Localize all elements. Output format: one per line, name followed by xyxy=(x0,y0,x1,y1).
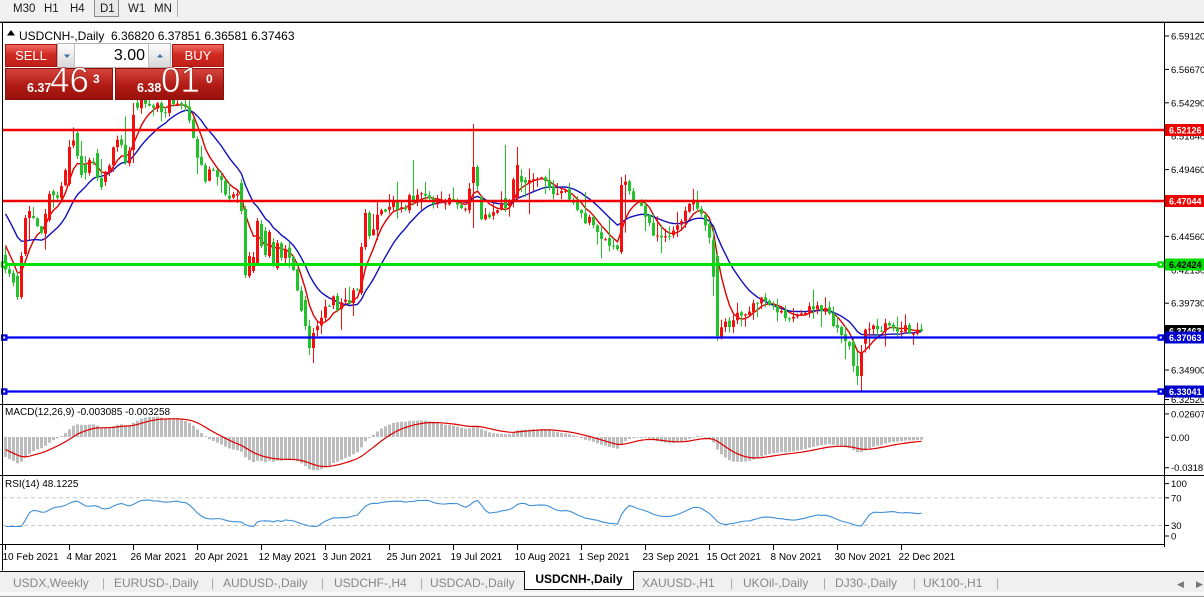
svg-text:15 Oct 2021: 15 Oct 2021 xyxy=(707,552,762,563)
svg-text:MACD(12,26,9) -0.003085 -0.003: MACD(12,26,9) -0.003085 -0.003258 xyxy=(5,407,171,418)
svg-text:19 Jul 2021: 19 Jul 2021 xyxy=(451,552,503,563)
svg-text:6.42130: 6.42130 xyxy=(1171,265,1204,276)
svg-text:30 Nov 2021: 30 Nov 2021 xyxy=(835,552,892,563)
svg-text:4 Mar 2021: 4 Mar 2021 xyxy=(67,552,118,563)
svg-text:USDCNH-,Daily 6.36820 6.37851: USDCNH-,Daily 6.36820 6.37851 6.36581 6.… xyxy=(19,29,295,43)
svg-text:0.00: 0.00 xyxy=(1171,433,1190,444)
svg-text:6.59120: 6.59120 xyxy=(1171,32,1204,43)
svg-text:10 Feb 2021: 10 Feb 2021 xyxy=(3,552,60,563)
svg-text:22 Dec 2021: 22 Dec 2021 xyxy=(899,552,956,563)
svg-text:30: 30 xyxy=(1171,521,1182,532)
svg-text:12 May 2021: 12 May 2021 xyxy=(259,552,317,563)
svg-text:6.33041: 6.33041 xyxy=(1169,387,1202,397)
svg-text:6.37063: 6.37063 xyxy=(1169,333,1202,343)
svg-text:26 Mar 2021: 26 Mar 2021 xyxy=(131,552,188,563)
svg-text:6.44560: 6.44560 xyxy=(1171,232,1204,243)
svg-text:RSI(14) 48.1225: RSI(14) 48.1225 xyxy=(5,479,79,490)
svg-text:25 Jun 2021: 25 Jun 2021 xyxy=(387,552,442,563)
svg-text:6.39730: 6.39730 xyxy=(1171,299,1204,310)
svg-text:6.42424: 6.42424 xyxy=(1169,260,1202,270)
svg-text:10 Aug 2021: 10 Aug 2021 xyxy=(515,552,572,563)
svg-text:20 Apr 2021: 20 Apr 2021 xyxy=(195,552,249,563)
svg-text:6.56670: 6.56670 xyxy=(1171,65,1204,76)
svg-text:6.49460: 6.49460 xyxy=(1171,165,1204,176)
svg-text:6.34900: 6.34900 xyxy=(1171,366,1204,377)
svg-text:23 Sep 2021: 23 Sep 2021 xyxy=(643,552,700,563)
svg-text:-0.03187: -0.03187 xyxy=(1171,463,1204,474)
svg-text:6.32520: 6.32520 xyxy=(1171,395,1204,406)
svg-text:100: 100 xyxy=(1171,479,1187,490)
svg-text:70: 70 xyxy=(1171,493,1182,504)
svg-text:6.51840: 6.51840 xyxy=(1171,132,1204,143)
svg-text:1 Sep 2021: 1 Sep 2021 xyxy=(579,552,631,563)
svg-text:0.02607: 0.02607 xyxy=(1171,409,1204,420)
svg-text:3 Jun 2021: 3 Jun 2021 xyxy=(323,552,373,563)
svg-text:6.52126: 6.52126 xyxy=(1169,126,1202,136)
svg-text:6.47044: 6.47044 xyxy=(1169,197,1202,207)
svg-text:6.54290: 6.54290 xyxy=(1171,98,1204,109)
svg-text:0: 0 xyxy=(1171,532,1176,543)
svg-text:8 Nov 2021: 8 Nov 2021 xyxy=(771,552,823,563)
